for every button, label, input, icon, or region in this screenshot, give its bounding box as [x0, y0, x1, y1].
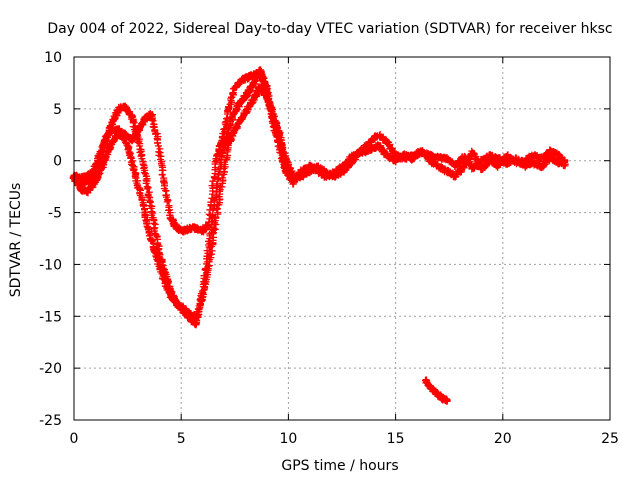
- chart-title: Day 004 of 2022, Sidereal Day-to-day VTE…: [47, 21, 612, 37]
- data-point-markers: [289, 141, 569, 188]
- series-trace-5: [289, 141, 569, 188]
- y-tick-label: -5: [48, 206, 62, 222]
- y-tick-label: -10: [39, 257, 62, 273]
- data-point-markers: [422, 376, 451, 405]
- series-trace-1: [69, 66, 297, 329]
- series-trace-2: [69, 82, 297, 323]
- plot-frame: [73, 56, 611, 421]
- data-point-markers: [69, 66, 297, 329]
- data-point-markers: [69, 82, 297, 323]
- x-tick-label: 10: [279, 431, 297, 447]
- y-tick-label: -15: [39, 309, 62, 325]
- y-tick-label: 5: [53, 102, 62, 118]
- y-tick-label: -25: [39, 413, 62, 429]
- y-tick-label: 10: [44, 50, 62, 66]
- x-axis-label: GPS time / hours: [281, 458, 398, 474]
- x-tick-label: 15: [387, 431, 405, 447]
- data-marks: [69, 66, 569, 405]
- y-axis-label: SDTVAR / TECUs: [8, 183, 24, 298]
- series-trace-6: [422, 376, 451, 405]
- x-tick-label: 0: [70, 431, 79, 447]
- y-tick-label: -20: [39, 361, 62, 377]
- axes: 0 5 10 15 20 25 10 5 0 -5 -10 -15 -20 -25: [39, 50, 619, 447]
- grid: [74, 57, 610, 420]
- y-tick-label: 0: [53, 154, 62, 170]
- x-tick-label: 25: [601, 431, 619, 447]
- x-tick-label: 20: [494, 431, 512, 447]
- x-tick-label: 5: [177, 431, 186, 447]
